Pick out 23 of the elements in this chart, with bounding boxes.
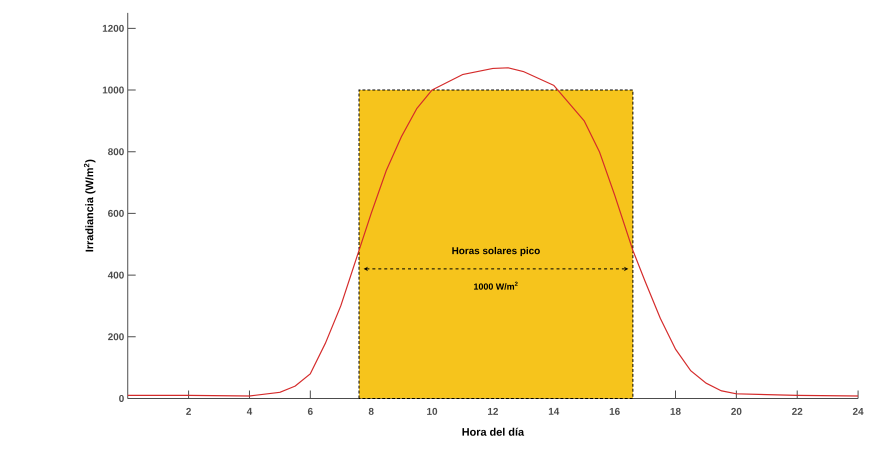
annotation: 1000 W/m$^{2}$ bbox=[474, 282, 518, 290]
x-tick-label: 8 bbox=[368, 408, 374, 415]
x-tick-label: 12 bbox=[488, 408, 498, 415]
y-tick-label: 200 bbox=[108, 333, 124, 340]
x-tick-label: 14 bbox=[548, 408, 560, 415]
x-tick-label: 4 bbox=[246, 408, 252, 415]
x-tick-label: 20 bbox=[731, 408, 742, 415]
x-tick-label: 18 bbox=[670, 408, 681, 415]
x-tick-label: 24 bbox=[852, 408, 864, 415]
y-tick-label: 400 bbox=[108, 272, 124, 279]
y-tick-label: 0 bbox=[119, 394, 124, 402]
x-tick-label: 16 bbox=[610, 408, 620, 415]
x-axis-title: Hora del día bbox=[462, 428, 524, 436]
y-axis-title: Irradiancia (W/m$^{2}$) bbox=[84, 160, 96, 252]
y-tick-label: 1000 bbox=[102, 86, 124, 94]
x-tick-label: 22 bbox=[792, 408, 802, 415]
x-tick-label: 2 bbox=[186, 408, 191, 415]
y-tick-label: 1200 bbox=[102, 24, 124, 32]
y-tick-label: 800 bbox=[108, 148, 124, 156]
x-tick-label: 6 bbox=[308, 408, 313, 415]
band-label: Horas solares pico bbox=[452, 246, 540, 256]
x-tick-label: 10 bbox=[427, 408, 438, 415]
y-tick-label: 600 bbox=[108, 210, 124, 217]
